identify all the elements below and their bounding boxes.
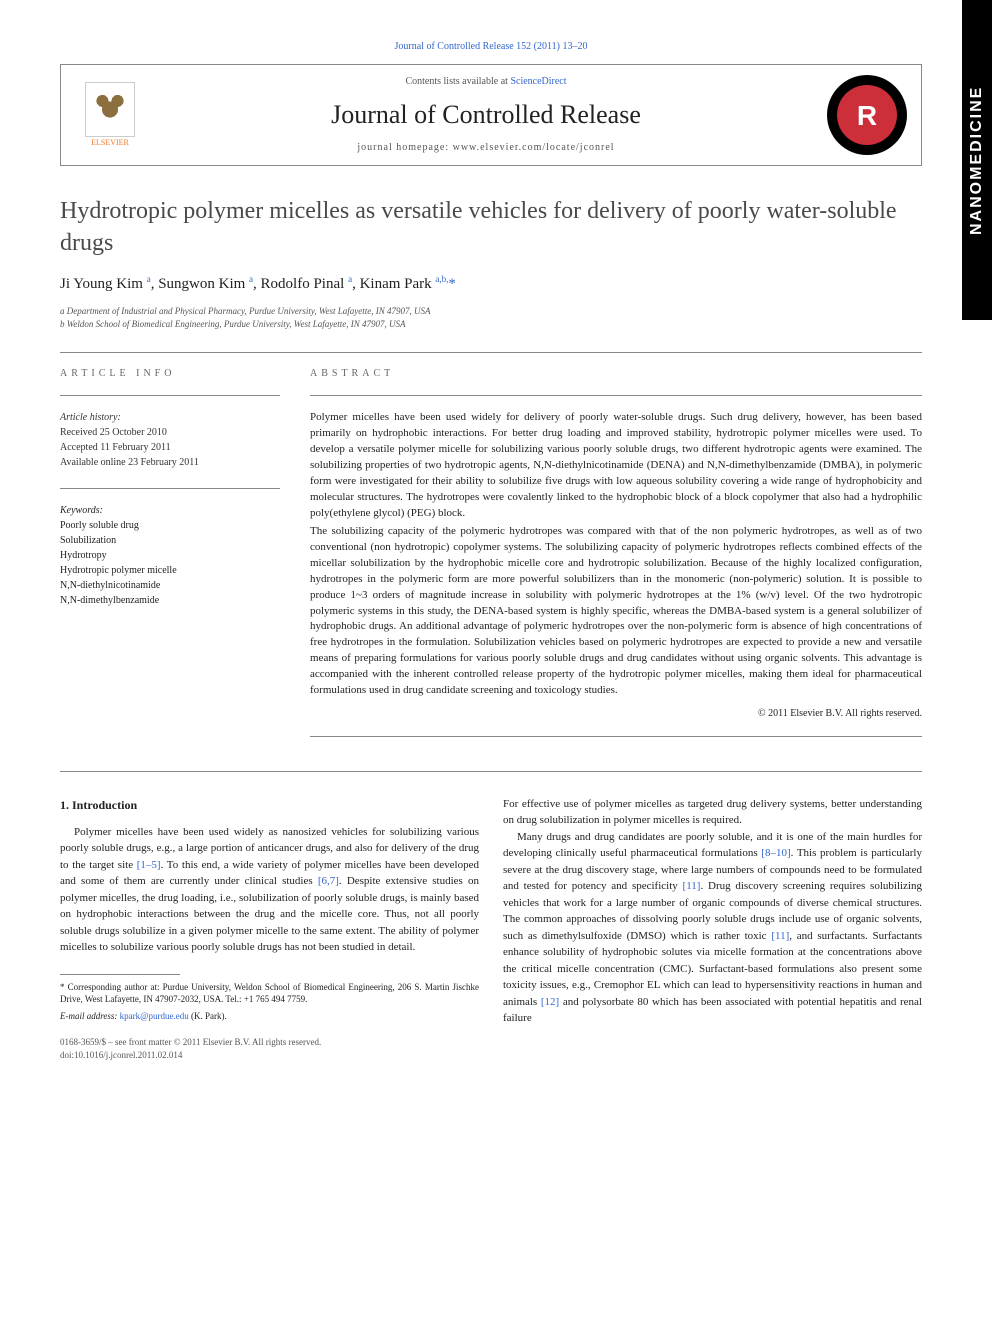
elsevier-logo: ELSEVIER <box>75 75 145 155</box>
intro-heading: 1. Introduction <box>60 796 479 814</box>
affiliation-a: a Department of Industrial and Physical … <box>60 305 922 319</box>
divider <box>60 395 280 396</box>
affiliations: a Department of Industrial and Physical … <box>60 305 922 332</box>
divider <box>60 352 922 353</box>
keywords-block: Keywords: Poorly soluble drug Solubiliza… <box>60 503 280 608</box>
issn-copyright: 0168-3659/$ – see front matter © 2011 El… <box>60 1036 479 1049</box>
article-history: Article history: Received 25 October 201… <box>60 410 280 470</box>
corresponding-author: * Corresponding author at: Purdue Univer… <box>60 981 479 1006</box>
left-column: 1. Introduction Polymer micelles have be… <box>60 796 479 1062</box>
email-link[interactable]: kpark@purdue.edu <box>120 1011 189 1021</box>
journal-name: Journal of Controlled Release <box>145 97 827 133</box>
bottom-info: 0168-3659/$ – see front matter © 2011 El… <box>60 1036 479 1061</box>
doi: doi:10.1016/j.jconrel.2011.02.014 <box>60 1049 479 1062</box>
contents-prefix: Contents lists available at <box>405 76 510 87</box>
history-label: Article history: <box>60 410 280 425</box>
col2-p1: For effective use of polymer micelles as… <box>503 796 922 829</box>
elsevier-tree-icon <box>85 82 135 137</box>
abstract-label: ABSTRACT <box>310 367 922 382</box>
abstract-copyright: © 2011 Elsevier B.V. All rights reserved… <box>310 707 922 722</box>
intro-p1: Polymer micelles have been used widely a… <box>60 824 479 956</box>
history-accepted: Accepted 11 February 2011 <box>60 440 280 455</box>
keyword: Poorly soluble drug <box>60 518 280 533</box>
journal-header: ELSEVIER Contents lists available at Sci… <box>60 64 922 166</box>
email-suffix: (K. Park). <box>189 1011 227 1021</box>
divider <box>310 736 922 737</box>
email-line: E-mail address: kpark@purdue.edu (K. Par… <box>60 1010 479 1023</box>
footnotes: * Corresponding author at: Purdue Univer… <box>60 981 479 1023</box>
sciencedirect-link[interactable]: ScienceDirect <box>510 76 566 87</box>
journal-citation: Journal of Controlled Release 152 (2011)… <box>60 40 922 54</box>
abstract-p2: The solubilizing capacity of the polymer… <box>310 524 922 699</box>
side-tab: NANOMEDICINE <box>962 0 992 320</box>
history-received: Received 25 October 2010 <box>60 425 280 440</box>
journal-logo: R <box>827 75 907 155</box>
email-label: E-mail address: <box>60 1011 120 1021</box>
divider <box>60 488 280 489</box>
history-online: Available online 23 February 2011 <box>60 455 280 470</box>
right-column: For effective use of polymer micelles as… <box>503 796 922 1062</box>
keyword: N,N-dimethylbenzamide <box>60 593 280 608</box>
keyword: Hydrotropy <box>60 548 280 563</box>
divider <box>310 395 922 396</box>
article-info-label: ARTICLE INFO <box>60 367 280 381</box>
article-title: Hydrotropic polymer micelles as versatil… <box>60 196 922 258</box>
divider <box>60 771 922 772</box>
keywords-label: Keywords: <box>60 503 280 518</box>
keyword: N,N-diethylnicotinamide <box>60 578 280 593</box>
keyword: Solubilization <box>60 533 280 548</box>
affiliation-b: b Weldon School of Biomedical Engineerin… <box>60 318 922 332</box>
body-columns: 1. Introduction Polymer micelles have be… <box>60 796 922 1062</box>
journal-logo-letter: R <box>837 85 897 145</box>
elsevier-label: ELSEVIER <box>91 137 129 148</box>
keyword: Hydrotropic polymer micelle <box>60 563 280 578</box>
authors: Ji Young Kim a, Sungwon Kim a, Rodolfo P… <box>60 273 922 295</box>
footnote-divider <box>60 974 180 975</box>
journal-homepage: journal homepage: www.elsevier.com/locat… <box>145 141 827 155</box>
abstract-p1: Polymer micelles have been used widely f… <box>310 410 922 522</box>
col2-p2: Many drugs and drug candidates are poorl… <box>503 829 922 1027</box>
contents-available: Contents lists available at ScienceDirec… <box>145 75 827 89</box>
